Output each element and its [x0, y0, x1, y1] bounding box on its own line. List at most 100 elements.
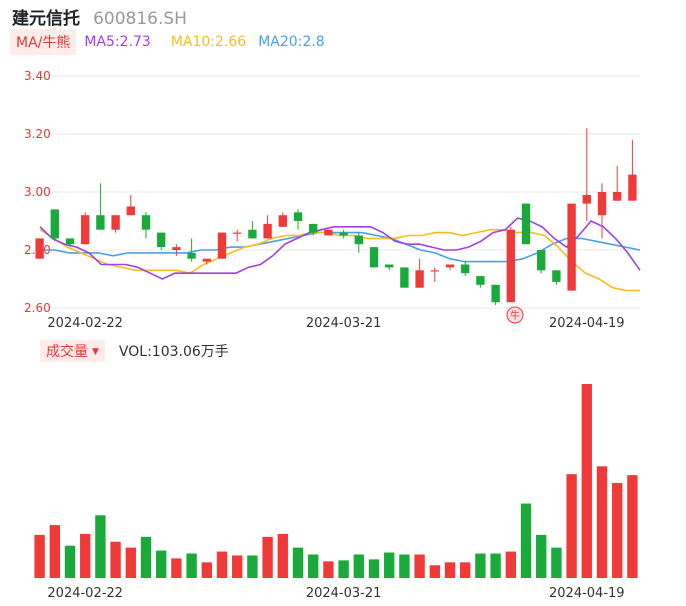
candle-body [233, 232, 242, 234]
volume-bar [186, 553, 197, 578]
volume-bar [490, 553, 501, 578]
kline-y-axis: 3.403.203.002.802.60 [24, 69, 51, 315]
volume-bar [353, 554, 364, 578]
candle-body [278, 215, 287, 227]
x-tick-label: 2024-04-19 [549, 316, 625, 331]
ma-indicator-selector[interactable]: MA/牛熊 [10, 29, 77, 55]
volume-bar [34, 534, 45, 578]
volume-bar [308, 554, 319, 578]
candle-body [96, 215, 105, 230]
volume-bar [262, 536, 273, 578]
candle-body [354, 235, 363, 245]
candle-body [582, 194, 591, 204]
candle-body [613, 192, 622, 201]
volume-bar [444, 562, 456, 578]
x-tick-label: 2024-03-21 [306, 316, 382, 331]
volume-bar [323, 561, 334, 578]
volume-bar [551, 547, 562, 578]
candle-body [293, 212, 303, 221]
candle-body [415, 270, 424, 288]
volume-x-axis: 2024-02-22 2024-03-21 2024-04-19 [47, 586, 624, 601]
stock-name: 建元信托 [12, 9, 80, 29]
volume-indicator-selector[interactable]: 成交量 ▼ [40, 340, 105, 362]
candle-body [172, 247, 181, 250]
volume-bar [338, 560, 349, 578]
volume-bars [34, 384, 638, 578]
candle-body [126, 206, 135, 216]
candle-body [385, 264, 394, 268]
volume-legend: 成交量 ▼ VOL:103.06万手 [40, 340, 229, 362]
ma5-legend: MA5:2.73 [84, 34, 151, 50]
volume-bar [80, 533, 91, 578]
volume-bar [505, 551, 516, 578]
volume-bar [140, 536, 152, 578]
candle-body [248, 229, 257, 239]
candle-body [263, 223, 272, 239]
candle-body [491, 284, 500, 303]
svg-text:牛: 牛 [510, 309, 520, 322]
volume-bar [125, 547, 136, 578]
volume-bar [171, 558, 182, 578]
candle-body [506, 229, 515, 303]
ma-lines [39, 217, 641, 292]
kline-grid [48, 75, 640, 309]
candle-body [521, 203, 531, 245]
volume-bar [95, 515, 106, 578]
volume-bar [216, 551, 228, 578]
volume-tag-label: 成交量 [46, 344, 88, 360]
dropdown-arrow-icon: ▼ [92, 347, 99, 357]
volume-bar [520, 503, 532, 578]
volume-bar [368, 559, 380, 578]
candle-body [111, 215, 120, 230]
ma10-line [39, 228, 640, 292]
volume-bar [429, 565, 440, 578]
candle-body [461, 264, 470, 274]
volume-bar [156, 550, 167, 578]
candle-body [476, 276, 485, 285]
volume-bar [277, 533, 288, 578]
ma10-legend: MA10:2.66 [170, 34, 247, 50]
candle-body [537, 250, 546, 271]
y-tick-label: 3.40 [24, 69, 51, 83]
candle-body [369, 247, 379, 268]
candle-body [50, 209, 59, 239]
candle-body [430, 270, 439, 272]
volume-bar [627, 475, 638, 578]
volume-bar [292, 547, 304, 578]
volume-bar [64, 545, 76, 578]
stock-code: 600816.SH [93, 9, 187, 29]
candle-body [628, 174, 637, 201]
candle-body [597, 192, 607, 216]
volume-bar [384, 552, 395, 578]
y-tick-label: 3.00 [24, 185, 51, 199]
volume-bar [247, 555, 258, 578]
volume-bar [536, 534, 547, 578]
x-tick-label: 2024-02-22 [47, 316, 123, 331]
volume-bar [414, 554, 425, 578]
bull-marker-icon[interactable]: 牛 [506, 306, 524, 324]
candle-body [35, 238, 44, 259]
ma20-line [40, 231, 641, 263]
kline-x-axis: 2024-02-22 2024-03-21 2024-04-19 [47, 316, 624, 331]
candle-body [309, 223, 318, 233]
volume-bar [475, 553, 486, 578]
volume-bar [399, 554, 410, 578]
candle-body [445, 264, 455, 268]
volume-bar [49, 525, 60, 578]
candle-body [339, 232, 348, 236]
volume-bar [612, 482, 623, 578]
x-tick-label: 2024-03-21 [306, 586, 382, 601]
candle-body [81, 215, 90, 245]
volume-bar [581, 384, 592, 578]
volume-bar [566, 474, 577, 578]
candle-body [65, 238, 75, 245]
title-row: 建元信托 600816.SH [12, 4, 187, 29]
ma20-legend: MA20:2.8 [258, 34, 325, 50]
volume-bar [232, 555, 243, 578]
candles [35, 128, 637, 306]
candle-body [157, 232, 166, 248]
candle-body [141, 215, 151, 230]
y-tick-label: 2.60 [24, 301, 51, 315]
volume-bar [201, 562, 212, 578]
candle-body [202, 258, 211, 262]
